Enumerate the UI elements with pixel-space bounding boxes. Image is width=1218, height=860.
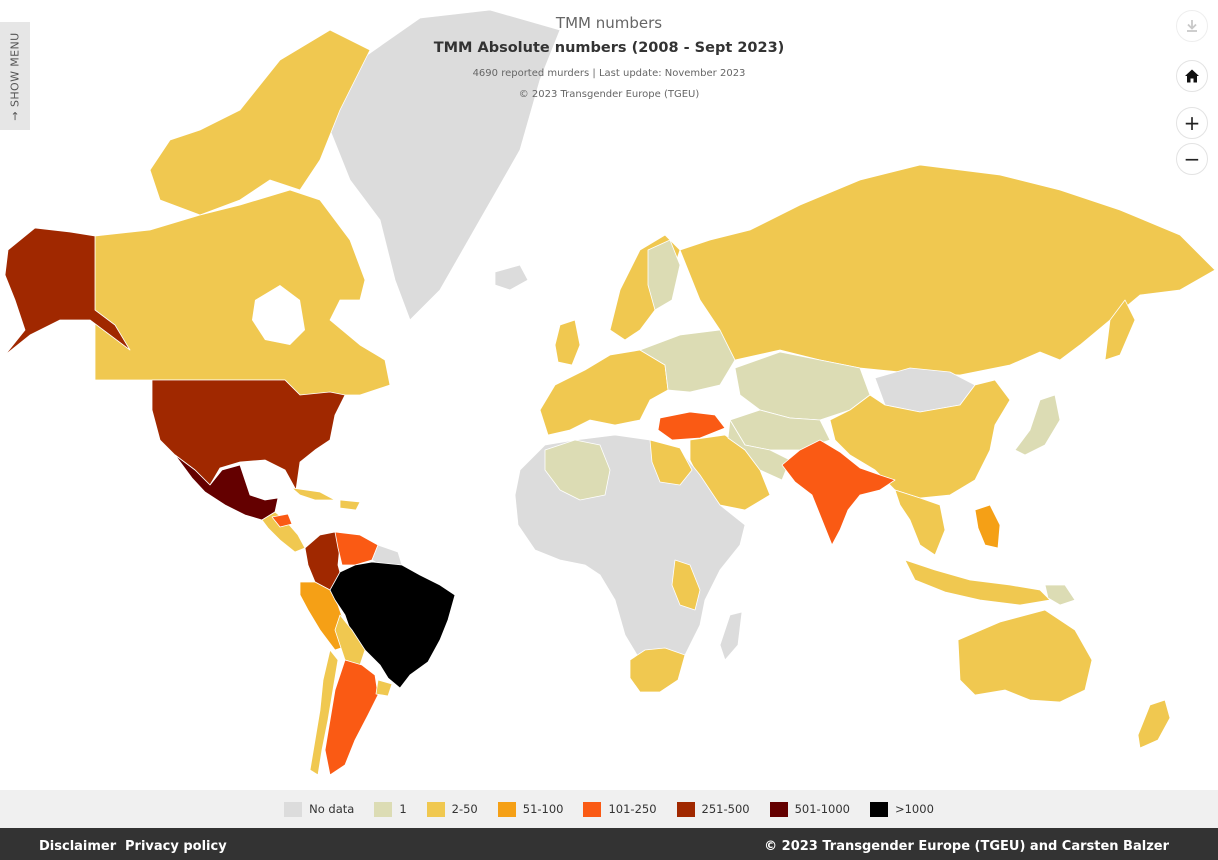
legend-item[interactable]: 51-100 xyxy=(497,801,564,817)
legend-label: 51-100 xyxy=(522,802,564,816)
legend-label: >1000 xyxy=(894,802,934,816)
region-south-africa[interactable] xyxy=(629,647,686,693)
legend-swatch xyxy=(583,801,602,817)
legend-swatch xyxy=(426,801,445,817)
region-uruguay[interactable] xyxy=(375,679,393,697)
region-western-europe[interactable] xyxy=(539,349,669,436)
region-east-africa[interactable] xyxy=(671,559,701,611)
world-map[interactable] xyxy=(0,0,1218,790)
download-icon xyxy=(1187,20,1197,32)
region-canada-islands[interactable] xyxy=(149,29,371,216)
legend-item[interactable]: >1000 xyxy=(869,801,934,817)
world-map-svg[interactable] xyxy=(0,0,1218,790)
home-icon xyxy=(1185,69,1199,83)
region-india[interactable] xyxy=(781,439,896,546)
legend-label: No data xyxy=(309,802,355,816)
legend-item[interactable]: 2-50 xyxy=(426,801,478,817)
map-legend: No data 1 2-50 51-100 101-250 251-500 501-1000… xyxy=(0,790,1218,828)
region-honduras[interactable] xyxy=(271,513,293,528)
privacy-policy-link[interactable]: Privacy policy xyxy=(125,839,227,854)
region-iceland[interactable] xyxy=(494,264,529,291)
footer-copyright: © 2023 Transgender Europe (TGEU) and Car… xyxy=(764,839,1169,854)
region-finland[interactable] xyxy=(647,239,681,311)
region-algeria[interactable] xyxy=(544,439,611,501)
region-japan[interactable] xyxy=(1014,394,1061,456)
legend-item[interactable]: 1 xyxy=(374,801,407,817)
region-kamchatka[interactable] xyxy=(1104,299,1136,361)
legend-swatch xyxy=(284,801,303,817)
region-hispaniola[interactable] xyxy=(339,499,361,511)
region-hudson-bay xyxy=(252,285,305,345)
region-greenland[interactable] xyxy=(329,9,561,321)
region-australia[interactable] xyxy=(957,609,1093,703)
legend-swatch xyxy=(676,801,695,817)
download-button[interactable] xyxy=(1176,10,1208,42)
region-alaska[interactable] xyxy=(4,227,131,356)
region-mexico[interactable] xyxy=(174,454,279,521)
show-menu-label: → SHOW MENU xyxy=(8,31,22,121)
region-eastern-europe[interactable] xyxy=(639,329,736,393)
region-argentina[interactable] xyxy=(324,659,379,776)
footer: Disclaimer Privacy policy © 2023 Transge… xyxy=(0,828,1218,860)
region-brazil[interactable] xyxy=(329,561,456,689)
region-egypt[interactable] xyxy=(649,439,693,486)
zoom-in-button[interactable]: + xyxy=(1176,107,1208,139)
legend-label: 101-250 xyxy=(608,802,657,816)
legend-swatch xyxy=(497,801,516,817)
region-usa[interactable] xyxy=(151,379,346,491)
region-china[interactable] xyxy=(829,379,1011,499)
region-turkey[interactable] xyxy=(657,411,726,441)
disclaimer-link[interactable]: Disclaimer xyxy=(39,839,117,854)
region-russia[interactable] xyxy=(679,164,1216,376)
legend-item[interactable]: 501-1000 xyxy=(769,801,850,817)
legend-item[interactable]: No data xyxy=(284,801,355,817)
legend-label: 501-1000 xyxy=(794,802,850,816)
legend-swatch xyxy=(374,801,393,817)
zoom-out-button[interactable]: − xyxy=(1176,143,1208,175)
legend-label: 2-50 xyxy=(451,802,478,816)
region-southeast-asia[interactable] xyxy=(894,489,946,556)
region-chile[interactable] xyxy=(309,649,339,776)
region-venezuela[interactable] xyxy=(334,531,379,566)
region-philippines[interactable] xyxy=(974,504,1001,549)
home-button[interactable] xyxy=(1176,60,1208,92)
legend-swatch xyxy=(769,801,788,817)
region-canada[interactable] xyxy=(94,189,391,396)
legend-label: 1 xyxy=(399,802,407,816)
region-new-zealand[interactable] xyxy=(1137,699,1171,749)
minus-icon: − xyxy=(1183,147,1201,171)
region-madagascar[interactable] xyxy=(719,611,743,661)
show-menu-button[interactable]: → SHOW MENU xyxy=(0,22,30,130)
legend-item[interactable]: 101-250 xyxy=(583,801,657,817)
plus-icon: + xyxy=(1183,111,1201,135)
legend-label: 251-500 xyxy=(701,802,750,816)
legend-item[interactable]: 251-500 xyxy=(676,801,750,817)
legend-swatch xyxy=(869,801,888,817)
region-cuba[interactable] xyxy=(291,487,336,501)
region-papua[interactable] xyxy=(1044,584,1076,606)
region-indonesia[interactable] xyxy=(904,559,1051,606)
region-uk[interactable] xyxy=(554,319,581,366)
region-iran[interactable] xyxy=(727,419,791,481)
